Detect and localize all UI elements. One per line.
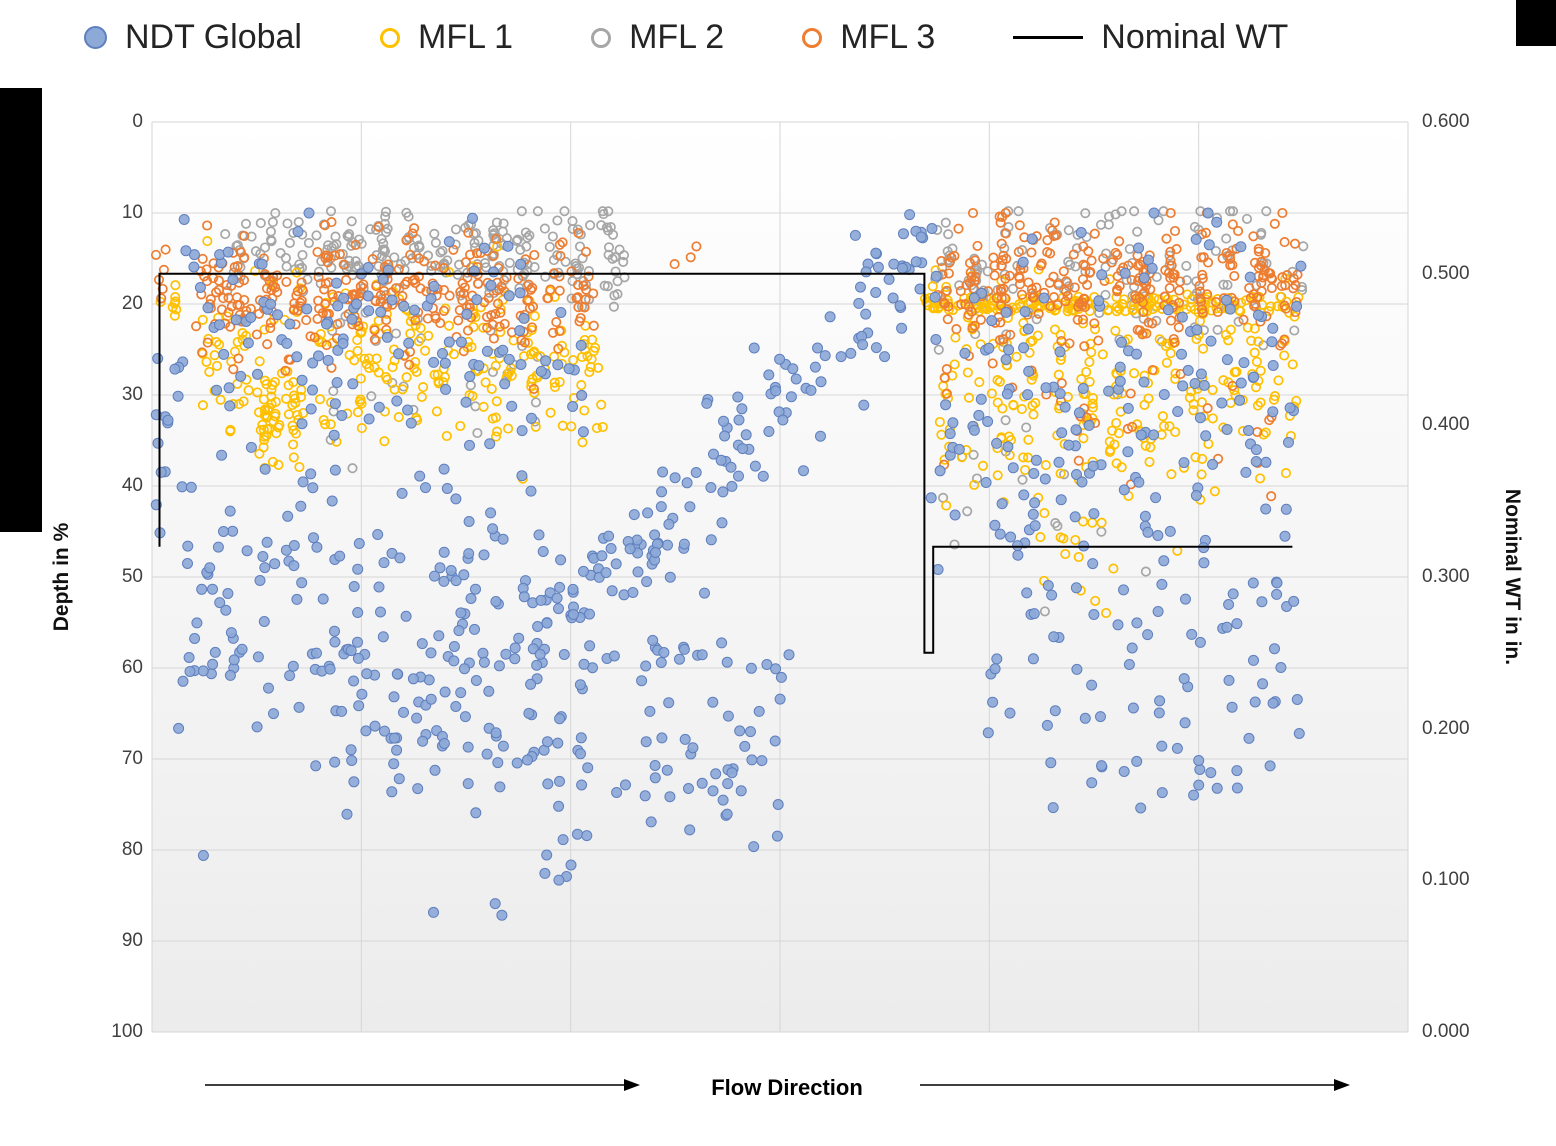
legend-item-mfl-1[interactable]: MFL 1 [380,18,513,57]
y-right-tick-label: 0.200 [1422,717,1470,739]
legend-item-mfl-3[interactable]: MFL 3 [802,18,935,57]
y-right-tick-label: 0.300 [1422,566,1470,587]
y-left-tick-label: 0 [132,111,143,132]
mfl-3-marker-icon [802,27,823,48]
arrowhead-icon [624,1079,640,1091]
legend-item-nominal-wt[interactable]: Nominal WT [1013,18,1288,57]
series-mfl-2 [220,206,1309,617]
y-left-tick-label: 100 [111,1021,143,1042]
left-edge-black-bar [0,88,42,532]
y-right-tick-label: 0.400 [1422,414,1470,436]
nominal-wt-line-icon [1013,36,1084,39]
y-right-axis-title: Nominal WT in in. [1501,488,1524,666]
y-left-tick-label: 50 [121,566,143,587]
legend-label-nominal-wt: Nominal WT [1101,18,1289,56]
legend-label-ndt-global: NDT Global [125,18,302,56]
legend-label-mfl-1: MFL 1 [418,18,514,56]
y-left-axis-title: Depth in % [50,522,73,632]
mfl-1-marker-icon [380,27,400,48]
y-left-tick-label: 10 [121,202,143,223]
y-left-tick-label: 40 [121,475,143,496]
y-right-tick-label: 0.600 [1422,111,1470,132]
arrowhead-icon [1334,1079,1350,1091]
y-right-tick-label: 0.000 [1422,1021,1470,1042]
y-left-tick-label: 30 [121,384,143,405]
legend-label-mfl-3: MFL 3 [840,18,936,56]
y-right-tick-label: 0.500 [1422,262,1470,284]
legend-item-mfl-2[interactable]: MFL 2 [591,18,724,57]
legend-label-mfl-2: MFL 2 [629,18,725,56]
corner-black-square [1516,0,1556,46]
y-left-tick-label: 60 [121,657,143,678]
mfl-2-marker-icon [591,27,612,48]
x-axis-title: Flow Direction [711,1075,863,1100]
y-left-tick-label: 20 [121,293,143,314]
y-left-tick-label: 90 [121,930,143,951]
ndt-global-marker-icon [84,26,107,49]
y-right-tick-label: 0.100 [1422,869,1470,891]
y-left-tick-label: 70 [121,748,143,769]
nominal-wt-line [158,272,1293,654]
y-left-tick-label: 80 [121,839,143,860]
chart-legend: NDT Global MFL 1 MFL 2 MFL 3 Nominal WT [84,18,1288,57]
legend-item-ndt-global[interactable]: NDT Global [84,18,302,57]
series-ndt-global [150,207,1307,921]
